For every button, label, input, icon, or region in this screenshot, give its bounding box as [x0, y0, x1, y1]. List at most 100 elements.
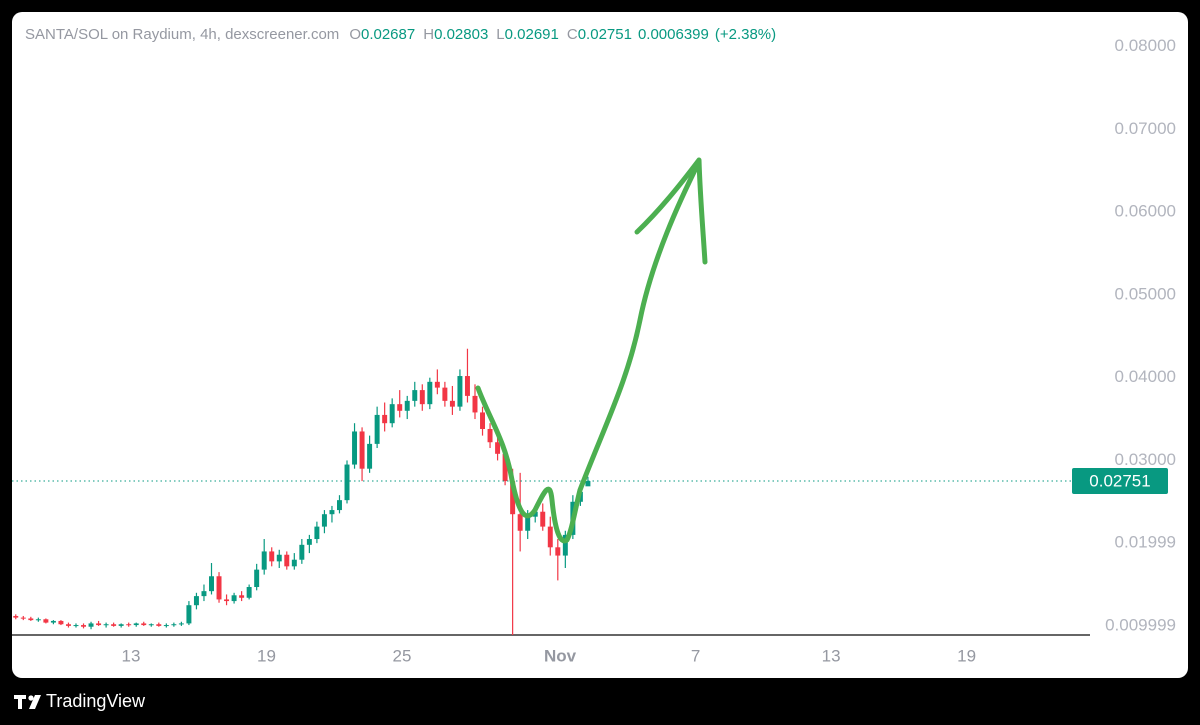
candle-body	[502, 453, 508, 482]
candle-body	[555, 547, 561, 556]
candle-body	[73, 625, 79, 627]
y-tick-label: 0.06000	[1115, 202, 1176, 221]
candle-body	[457, 376, 463, 407]
candle-body	[65, 624, 71, 626]
x-tick-label: 19	[257, 646, 276, 665]
ohlc-value: 0.02803	[434, 26, 488, 43]
candle-body	[427, 381, 433, 405]
candle-body	[216, 576, 222, 600]
candle-body	[480, 412, 486, 429]
candle-body	[562, 534, 568, 556]
candle-body	[28, 618, 34, 621]
candle-body	[148, 624, 154, 626]
candle-body	[246, 587, 252, 598]
candle-body	[382, 414, 388, 424]
candle-body	[269, 551, 275, 562]
candle-body	[464, 376, 470, 396]
candle-body	[397, 404, 403, 411]
last-price-tag	[1072, 468, 1168, 495]
candle-body	[306, 539, 312, 545]
last-price-label: 0.02751	[1089, 472, 1150, 491]
candle-body	[344, 464, 350, 501]
candle-body	[239, 595, 245, 598]
candle-body	[178, 623, 184, 625]
candle-body	[126, 624, 132, 626]
candle-body	[186, 605, 192, 624]
candle-body	[171, 624, 177, 626]
ohlc-letter: O	[349, 26, 361, 43]
arrow-stroke	[475, 159, 702, 544]
candle-body	[156, 624, 162, 626]
change-pct: (+2.38%)	[715, 26, 776, 43]
candle-body	[367, 443, 373, 469]
candle-body	[532, 511, 538, 517]
y-tick-label: 0.009999	[1105, 615, 1176, 634]
x-tick-label: 25	[393, 646, 412, 665]
candle-body	[374, 414, 380, 444]
candle-body	[434, 381, 440, 388]
candle-body	[81, 625, 87, 627]
y-tick-label: 0.01999	[1115, 533, 1176, 552]
x-tick-label: 13	[822, 646, 841, 665]
candle-body	[96, 623, 102, 626]
candle-body	[276, 554, 282, 562]
candle-body	[321, 514, 327, 527]
candle-body	[585, 481, 591, 487]
x-tick-label: 13	[121, 646, 140, 665]
drawn-arrow	[475, 157, 708, 544]
candle-body	[472, 395, 478, 413]
candle-body	[141, 623, 147, 626]
candle-body	[163, 625, 169, 627]
ohlc-value: 0.02691	[505, 26, 559, 43]
candle-body	[231, 595, 237, 602]
candle-body	[133, 623, 139, 626]
candle-body	[193, 596, 199, 606]
ohlc-value: 0.02687	[361, 26, 415, 43]
candle-body	[412, 390, 418, 401]
candle-body	[201, 591, 207, 597]
brand-logo	[14, 695, 41, 709]
candle-body	[359, 431, 365, 469]
candle-body	[299, 544, 305, 560]
ohlc-letter: H	[423, 26, 434, 43]
y-tick-label: 0.08000	[1115, 36, 1176, 55]
y-tick-label: 0.05000	[1115, 284, 1176, 303]
candle-body	[20, 617, 26, 619]
candle-body	[352, 431, 358, 465]
y-tick-label: 0.07000	[1115, 119, 1176, 138]
candle-body	[389, 404, 395, 424]
candle-body	[314, 526, 320, 540]
ohlc-letter: L	[496, 26, 504, 43]
candle-body	[209, 576, 214, 592]
candle-body	[13, 615, 19, 618]
candle-body	[336, 500, 342, 511]
candle-body	[449, 400, 455, 407]
candle-body	[58, 620, 64, 625]
candle-body	[487, 428, 493, 443]
ohlc-letter: C	[567, 26, 578, 43]
candle-body	[404, 400, 410, 411]
candle-body	[419, 390, 425, 405]
arrow-head	[634, 157, 708, 265]
candle-body	[284, 554, 290, 567]
candle-body	[329, 510, 335, 515]
brand-name: TradingView	[46, 691, 146, 711]
y-tick-label: 0.03000	[1115, 450, 1176, 469]
candle-body	[254, 569, 260, 588]
x-tick-label: Nov	[544, 646, 577, 665]
candle-body	[50, 620, 56, 623]
candle-body	[43, 619, 49, 623]
candle-body	[35, 619, 41, 621]
candle-body	[261, 551, 267, 570]
candle-body	[118, 624, 124, 626]
x-tick-label: 7	[691, 646, 700, 665]
chart-panel	[12, 12, 1188, 678]
candle-body	[517, 514, 523, 531]
candle-body	[88, 623, 94, 627]
header: SANTA/SOL on Raydium, 4h, dexscreener.co…	[25, 26, 776, 43]
candle-body	[510, 481, 516, 515]
candle-body	[442, 387, 448, 401]
x-tick-label: 19	[957, 646, 976, 665]
candle-body	[525, 516, 531, 531]
